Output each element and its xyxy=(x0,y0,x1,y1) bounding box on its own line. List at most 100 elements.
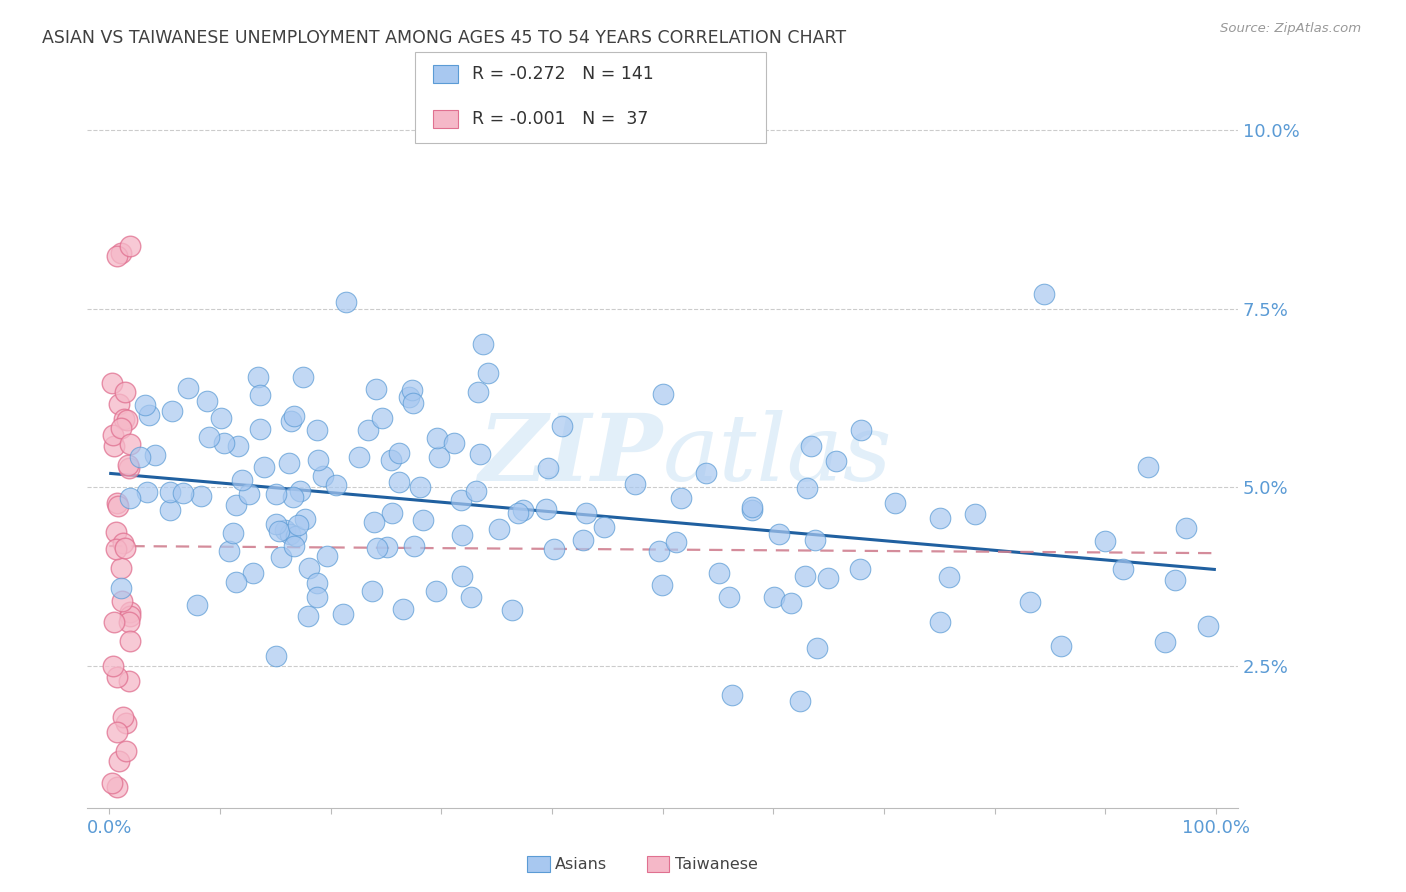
Point xyxy=(209,410,232,425)
Point xyxy=(460,591,482,605)
Point xyxy=(266,649,288,664)
Point xyxy=(117,458,139,473)
Point xyxy=(103,658,125,673)
Point xyxy=(1174,521,1197,535)
Point xyxy=(402,396,425,410)
Point xyxy=(391,602,413,616)
Point xyxy=(551,419,574,434)
Point xyxy=(794,568,817,582)
Point xyxy=(572,533,595,547)
Point xyxy=(110,582,132,596)
Point xyxy=(1137,459,1160,474)
Point xyxy=(305,423,328,437)
Point xyxy=(288,484,311,499)
Point xyxy=(112,710,135,724)
Point xyxy=(222,525,245,540)
Point xyxy=(780,596,803,610)
Point xyxy=(412,513,434,527)
Point xyxy=(283,409,305,423)
Point xyxy=(120,605,142,619)
Point xyxy=(212,435,235,450)
Point xyxy=(118,238,141,252)
Point xyxy=(401,383,423,397)
Point xyxy=(238,486,260,500)
Point xyxy=(249,422,271,436)
Point xyxy=(114,744,136,758)
Point xyxy=(1049,640,1071,654)
Point xyxy=(118,674,141,689)
Point xyxy=(928,511,950,525)
Point xyxy=(1111,562,1133,576)
Point xyxy=(325,478,347,492)
Point xyxy=(108,397,131,411)
Point xyxy=(225,575,247,590)
Point xyxy=(803,533,825,547)
Point xyxy=(381,506,404,520)
Point xyxy=(543,542,565,557)
Point xyxy=(477,366,499,380)
Point xyxy=(105,670,128,684)
Point xyxy=(709,566,731,581)
Text: ASIAN VS TAIWANESE UNEMPLOYMENT AMONG AGES 45 TO 54 YEARS CORRELATION CHART: ASIAN VS TAIWANESE UNEMPLOYMENT AMONG AG… xyxy=(42,29,846,46)
Point xyxy=(100,376,122,391)
Point xyxy=(269,524,291,538)
Point xyxy=(118,437,141,451)
Point xyxy=(111,594,134,608)
Point xyxy=(388,446,411,460)
Point xyxy=(138,408,160,422)
Point xyxy=(177,381,200,395)
Point xyxy=(280,413,302,427)
Point xyxy=(107,500,129,514)
Point xyxy=(366,541,388,555)
Point xyxy=(624,476,647,491)
Point xyxy=(669,491,692,506)
Point xyxy=(117,615,139,629)
Point xyxy=(741,502,763,516)
Point xyxy=(246,369,269,384)
Point xyxy=(425,583,447,598)
Point xyxy=(136,484,159,499)
Point xyxy=(388,475,411,489)
Point xyxy=(929,615,952,629)
Point xyxy=(190,489,212,503)
Point xyxy=(356,423,378,437)
Point xyxy=(129,450,152,465)
Point xyxy=(501,603,523,617)
Point xyxy=(218,544,240,558)
Point xyxy=(364,382,387,396)
Point xyxy=(266,486,288,500)
Point xyxy=(817,571,839,585)
Point xyxy=(371,411,394,425)
Point xyxy=(225,498,247,512)
Point xyxy=(110,421,132,435)
Point xyxy=(488,523,510,537)
Point xyxy=(651,577,673,591)
Point xyxy=(1019,595,1042,609)
Point xyxy=(120,608,142,623)
Point xyxy=(112,536,135,550)
Point xyxy=(806,641,828,656)
Point xyxy=(114,411,136,425)
Point xyxy=(285,529,308,543)
Point xyxy=(231,473,253,487)
Point xyxy=(105,725,128,739)
Point xyxy=(143,448,166,462)
Point xyxy=(105,496,128,510)
Point xyxy=(1164,573,1187,587)
Point xyxy=(118,634,141,648)
Text: R = -0.001   N =  37: R = -0.001 N = 37 xyxy=(472,110,648,128)
Point xyxy=(281,490,304,504)
Point xyxy=(800,439,823,453)
Point xyxy=(287,517,309,532)
Point xyxy=(160,404,183,418)
Point xyxy=(277,456,299,470)
Point xyxy=(537,460,560,475)
Point xyxy=(101,427,124,442)
Point xyxy=(103,439,125,453)
Point xyxy=(335,295,357,310)
Point xyxy=(721,688,744,702)
Point xyxy=(298,561,321,575)
Point xyxy=(172,485,194,500)
Point xyxy=(443,436,465,450)
Point xyxy=(283,539,305,553)
